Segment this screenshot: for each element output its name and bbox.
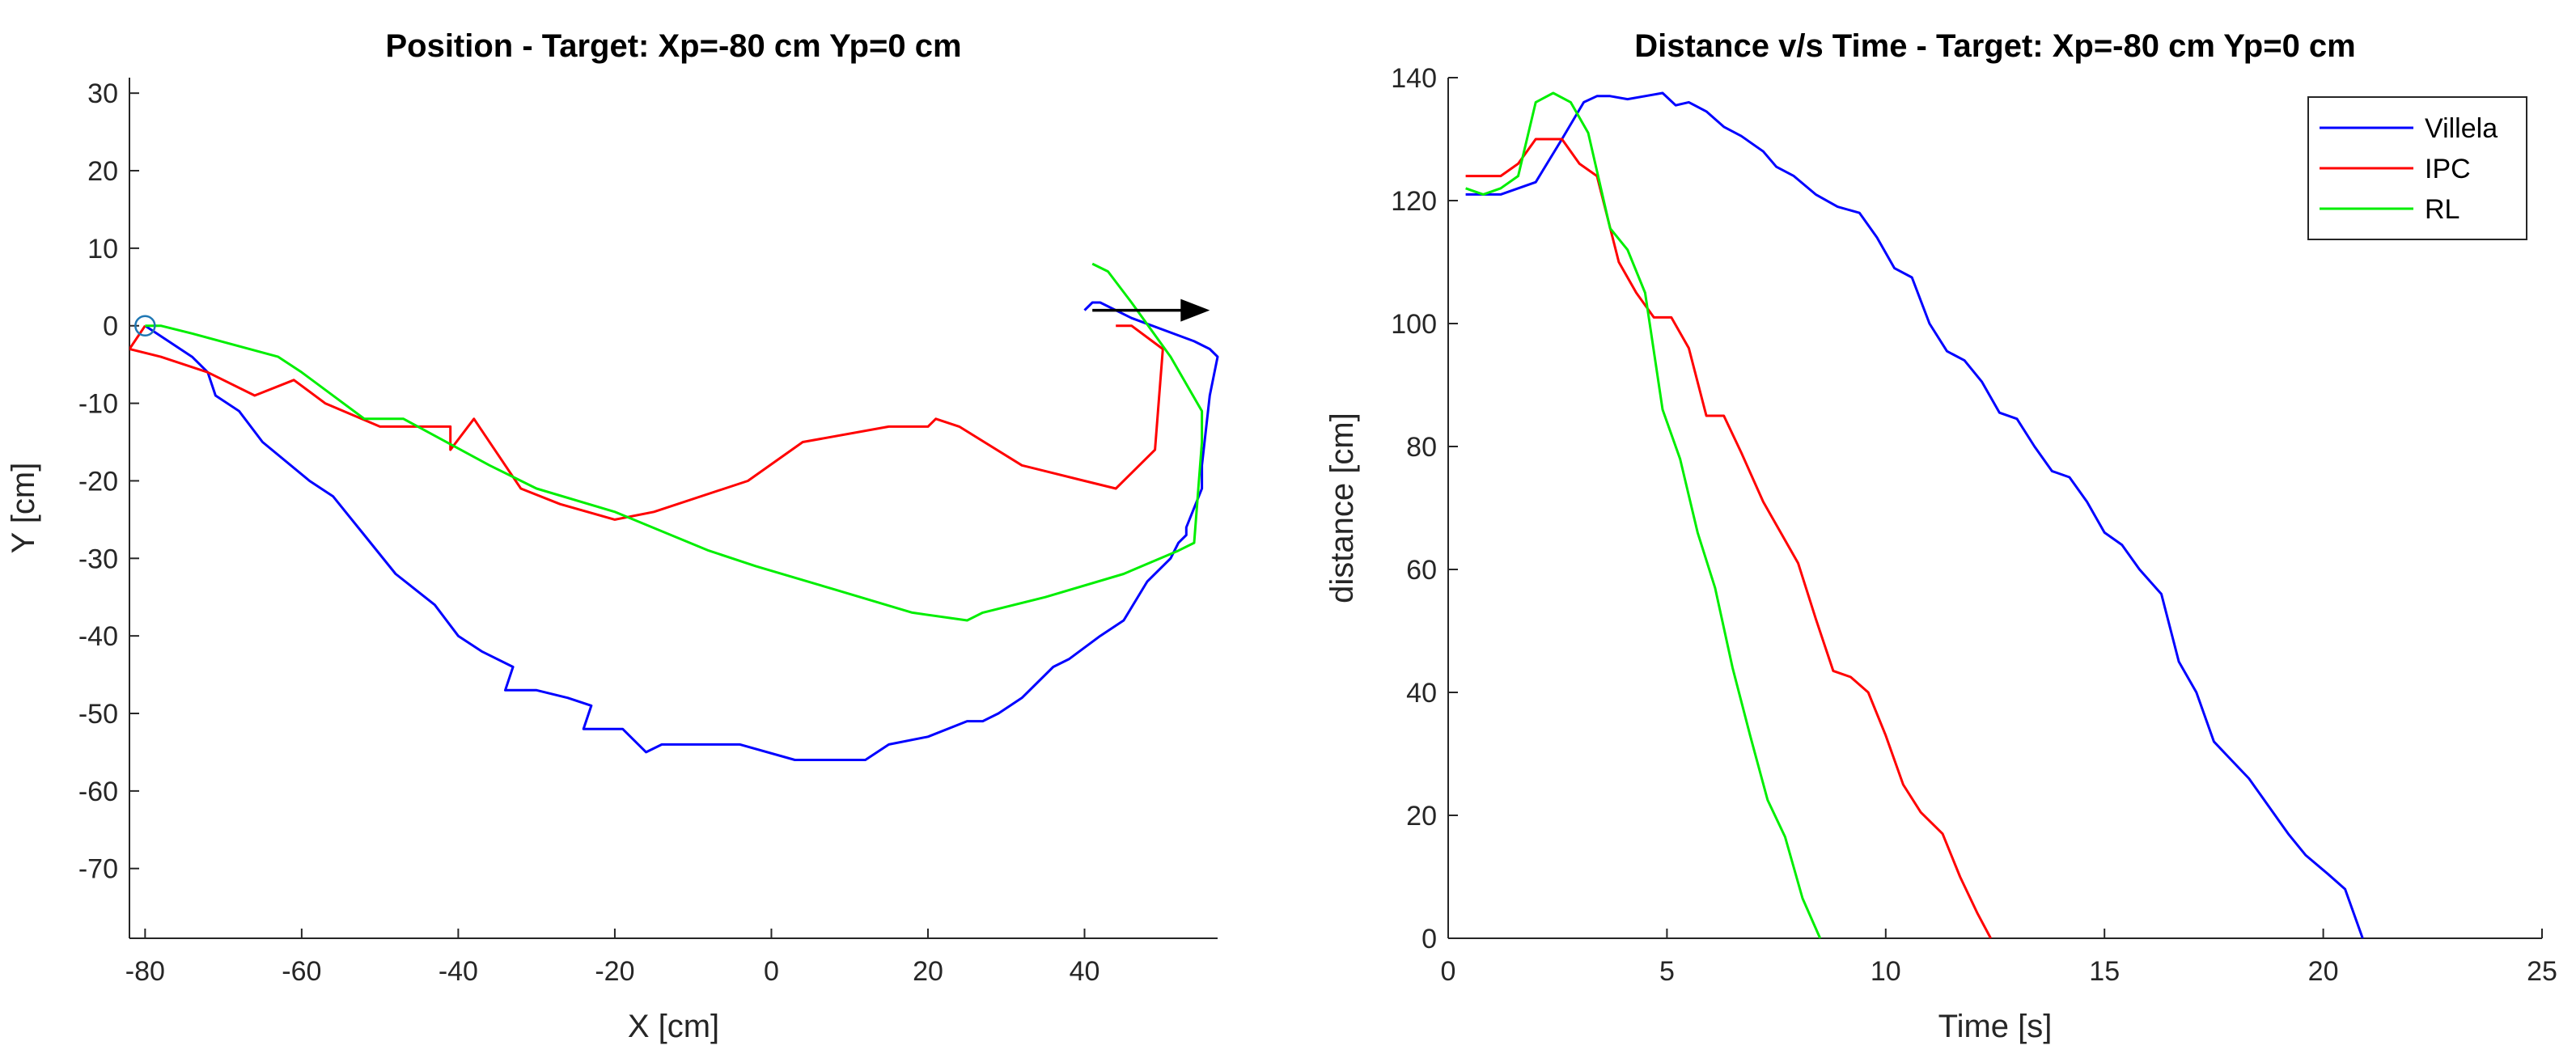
- y-tick-label: 0: [1421, 924, 1437, 954]
- series-line-rl: [1465, 91, 1822, 938]
- y-tick-label: -40: [78, 621, 118, 652]
- x-tick-label: -20: [595, 956, 634, 987]
- series-line-rl: [145, 262, 1204, 622]
- x-tick-label: 0: [1441, 956, 1456, 987]
- x-tick-label: -40: [439, 956, 478, 987]
- y-tick-label: -70: [78, 854, 118, 885]
- series-line-ipc: [1465, 138, 1992, 938]
- x-tick-label: 15: [2089, 956, 2120, 987]
- x-axis-label: Time [s]: [1938, 1009, 2053, 1044]
- x-tick-label: 0: [764, 956, 779, 987]
- x-tick-label: 20: [913, 956, 943, 987]
- x-tick-label: 5: [1659, 956, 1675, 987]
- y-axis-label: Y [cm]: [6, 463, 41, 554]
- y-tick-label: -50: [78, 699, 118, 730]
- y-tick-label: 60: [1406, 555, 1437, 586]
- x-tick-label: -80: [125, 956, 165, 987]
- direction-arrow-head: [1180, 298, 1210, 322]
- y-tick-label: 10: [87, 234, 118, 264]
- y-tick-label: -30: [78, 544, 118, 574]
- y-tick-label: 80: [1406, 432, 1437, 463]
- y-tick-label: 30: [87, 78, 118, 109]
- distance-time-plot: 0 5 10 15 20 25 140 120 100 80 60 40 20 0 Distance v/s…: [1324, 28, 2557, 1044]
- x-tick-label: 25: [2527, 956, 2557, 987]
- plot-title: Position - Target: Xp=-80 cm Yp=0 cm: [385, 28, 961, 64]
- legend: Villela IPC RL: [2307, 96, 2527, 240]
- y-axis-label: distance [cm]: [1324, 413, 1360, 603]
- y-tick-label: 20: [87, 156, 118, 187]
- y-tick-label: -10: [78, 389, 118, 420]
- start-marker: [134, 315, 156, 336]
- x-tick-label: 40: [1070, 956, 1100, 987]
- y-tick-label: -20: [78, 466, 118, 497]
- y-tick-label: 20: [1406, 801, 1437, 832]
- y-tick-label: 0: [103, 311, 118, 342]
- legend-label-ipc: IPC: [2425, 154, 2471, 184]
- x-tick-label: -60: [282, 956, 321, 987]
- plot-title: Distance v/s Time - Target: Xp=-80 cm Yp…: [1634, 28, 2356, 64]
- series-line-villela: [1465, 91, 2364, 938]
- y-tick-label: 120: [1391, 186, 1437, 217]
- x-axis-label: X [cm]: [628, 1009, 719, 1044]
- series-line-ipc: [129, 324, 1164, 521]
- y-tick-label: 100: [1391, 309, 1437, 340]
- position-plot: -80 -60 -40 -20 0 20 40 30 20 10 0 -10 -20 -30 -40 -50 -…: [6, 28, 1219, 1044]
- y-tick-label: 140: [1391, 63, 1437, 94]
- x-tick-label: 10: [1871, 956, 1901, 987]
- legend-label-rl: RL: [2425, 194, 2459, 225]
- y-tick-label: -60: [78, 777, 118, 807]
- series-line-villela: [144, 301, 1219, 761]
- legend-label-villela: Villela: [2425, 113, 2498, 144]
- x-tick-label: 20: [2308, 956, 2339, 987]
- y-tick-label: 40: [1406, 678, 1437, 709]
